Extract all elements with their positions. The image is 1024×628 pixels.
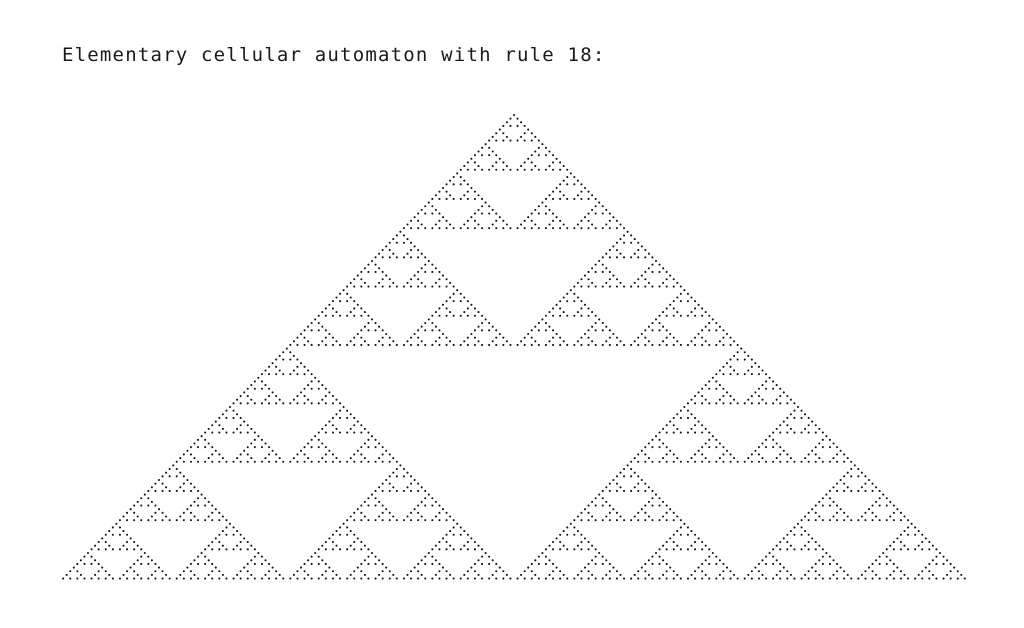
caption-title: Elementary cellular automaton with rule … (62, 44, 606, 66)
live-cells (62, 113, 966, 580)
automaton-cells (62, 113, 966, 580)
